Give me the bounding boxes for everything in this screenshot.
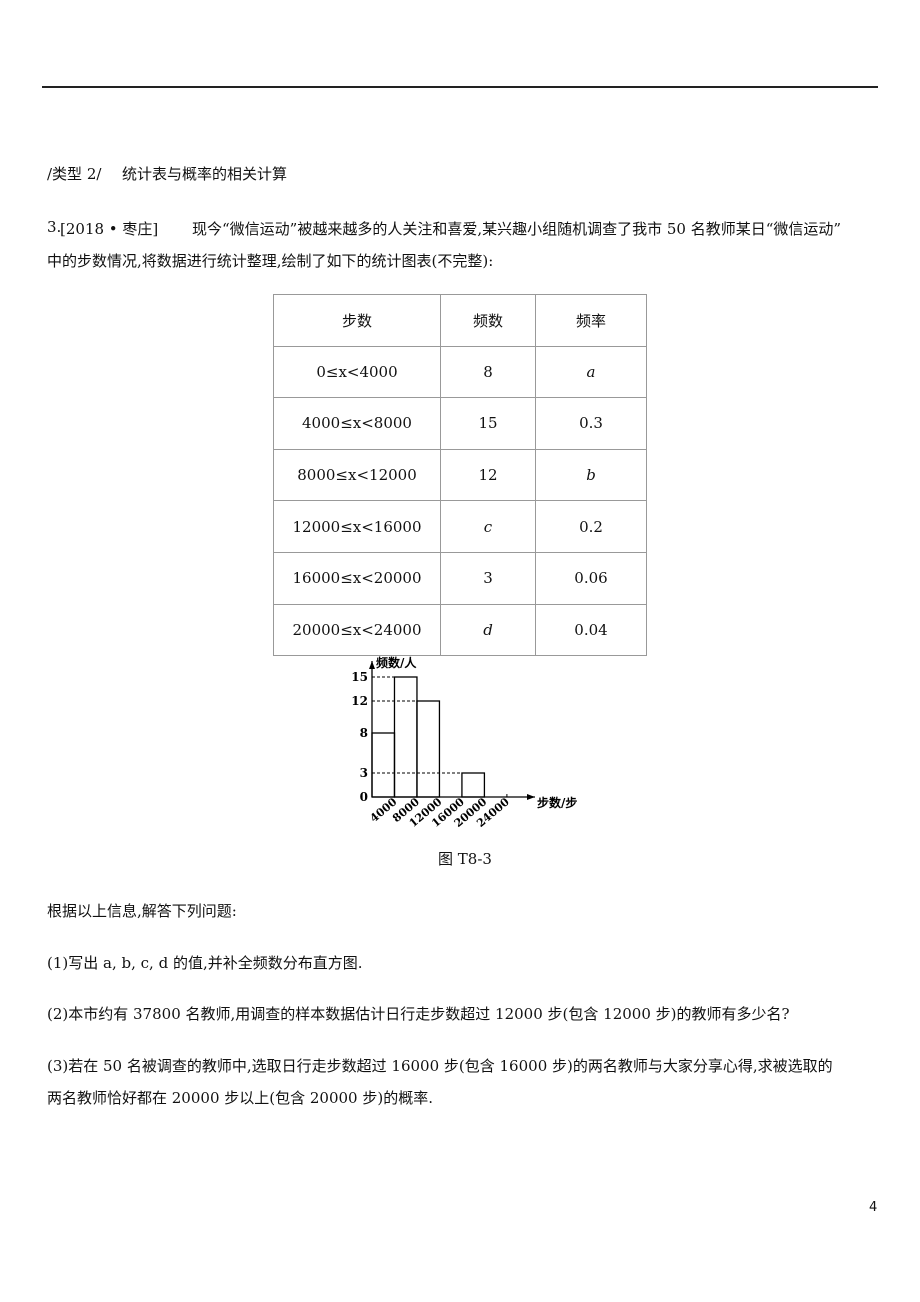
x-tick-label: 4000: [368, 795, 400, 825]
table-cell: 0.04: [535, 603, 647, 657]
y-tick-label: 15: [351, 670, 368, 684]
bar: [416, 700, 441, 798]
x-axis-label: 步数/步: [537, 795, 577, 810]
y-tick-label: 3: [360, 766, 368, 780]
y-tick-label: 8: [360, 726, 368, 740]
question: (3)若在 50 名被调查的教师中,选取日行走步数超过 16000 步(包含 1…: [47, 1057, 833, 1075]
table-cell: 12000≤x<16000: [273, 500, 441, 553]
bar: [393, 676, 418, 798]
table-cell: b: [535, 448, 647, 502]
y-tick-label: 0: [360, 790, 368, 804]
y-axis-label: 频数/人: [376, 655, 417, 670]
question: 两名教师恰好都在 20000 步以上(包含 20000 步)的概率.: [47, 1089, 433, 1107]
table-cell: 频数: [440, 294, 536, 347]
table-cell: 0.2: [535, 500, 647, 553]
table-cell: 步数: [273, 294, 441, 347]
table-cell: 20000≤x<24000: [273, 603, 441, 657]
x-tick-label: 20000: [452, 795, 490, 830]
table-cell: 3: [440, 551, 536, 605]
table-cell: d: [440, 603, 536, 657]
problem-text: 现今“微信运动”被越来越多的人关注和喜爱,某兴趣小组随机调查了我市 50 名教师…: [192, 220, 842, 238]
section-title: 统计表与概率的相关计算: [122, 165, 288, 183]
problem-number: 3.: [47, 218, 62, 236]
problem-source: [2018 • 枣庄]: [60, 220, 159, 238]
table-cell: 15: [440, 397, 536, 450]
frequency-table: 步数 频数 频率 0≤x<4000 8 a 4000≤x<8000 15 0.3 8000≤x<1…: [273, 294, 647, 657]
table-row: 16000≤x<20000 3 0.06: [273, 551, 647, 605]
table-row: 8000≤x<12000 12 b: [273, 448, 647, 502]
table-cell: c: [440, 500, 536, 553]
question: (1)写出 a, b, c, d 的值,并补全频数分布直方图.: [47, 954, 363, 972]
table-row: 4000≤x<8000 15 0.3: [273, 397, 647, 450]
bar: [461, 772, 486, 798]
question: (2)本市约有 37800 名教师,用调查的样本数据估计日行走步数超过 1200…: [47, 1005, 790, 1023]
table-row: 12000≤x<16000 c 0.2: [273, 500, 647, 553]
section-tag: /类型 2/: [47, 165, 102, 183]
table-cell: a: [535, 345, 647, 399]
table-cell: 0.06: [535, 551, 647, 605]
table-cell: 0≤x<4000: [273, 345, 441, 399]
table-cell: 8000≤x<12000: [273, 448, 441, 502]
table-row: 20000≤x<24000 d 0.04: [273, 603, 647, 657]
header-rule: [42, 86, 878, 88]
x-tick-label: 8000: [390, 795, 422, 825]
x-tick-label: 12000: [407, 795, 445, 830]
table-row: 步数 频数 频率: [273, 294, 647, 347]
y-tick-label: 12: [351, 694, 368, 708]
y-arrow: [369, 661, 375, 669]
table-cell: 频率: [535, 294, 647, 347]
table-cell: 4000≤x<8000: [273, 397, 441, 450]
x-arrow: [527, 794, 535, 800]
figure-caption: 图 T8-3: [438, 850, 492, 868]
table-cell: 12: [440, 448, 536, 502]
table-cell: 16000≤x<20000: [273, 551, 441, 605]
x-tick-label: 16000: [429, 795, 467, 830]
x-tick-label: 24000: [474, 795, 512, 830]
problem-text: 中的步数情况,将数据进行统计整理,绘制了如下的统计图表(不完整):: [47, 252, 494, 270]
bar: [371, 732, 396, 798]
prompt: 根据以上信息,解答下列问题:: [47, 902, 237, 920]
table-row: 0≤x<4000 8 a: [273, 345, 647, 399]
table-cell: 0.3: [535, 397, 647, 450]
page-number: 4: [869, 1200, 878, 1215]
table-cell: 8: [440, 345, 536, 399]
